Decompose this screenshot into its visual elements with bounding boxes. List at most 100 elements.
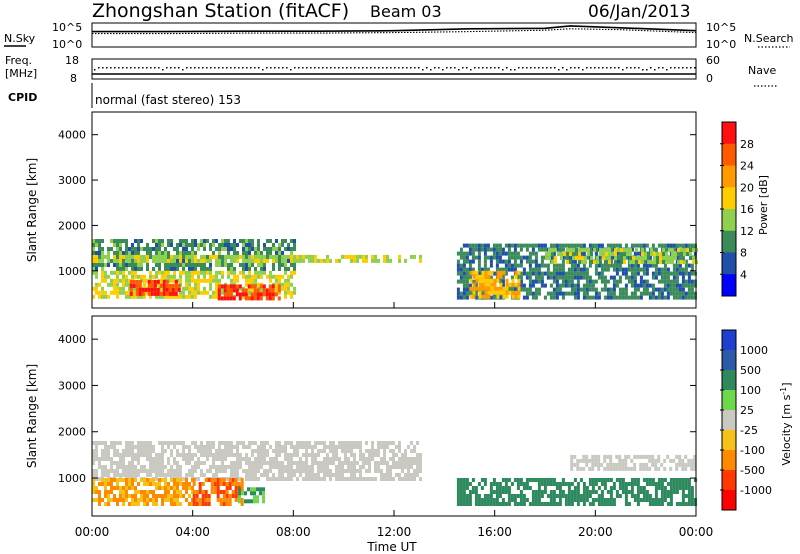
heatmap-cell: [167, 294, 170, 299]
heatmap-cell: [657, 478, 661, 482]
heatmap-cell: [122, 486, 125, 490]
heatmap-cell: [341, 473, 344, 477]
heatmap-cell: [575, 256, 578, 261]
heatmap-cell: [678, 267, 682, 272]
heatmap-cell: [229, 288, 233, 293]
heatmap-cell: [263, 449, 266, 453]
heatmap-cell: [233, 243, 236, 247]
heatmap-cell: [170, 263, 173, 267]
heatmap-cell: [579, 494, 583, 498]
heatmap-cell: [287, 278, 290, 283]
heatmap-cell: [335, 457, 338, 461]
heatmap-cell: [308, 465, 311, 469]
heatmap-cell: [149, 478, 152, 482]
heatmap-cell: [356, 258, 359, 263]
heatmap-cell: [287, 274, 290, 279]
heatmap-cell: [122, 473, 125, 477]
heatmap-cell: [621, 295, 625, 300]
heatmap-cell: [495, 502, 499, 506]
heatmap-cell: [206, 449, 209, 453]
heatmap-cell: [233, 251, 236, 255]
heatmap-cell: [465, 275, 469, 280]
heatmap-cell: [374, 465, 377, 469]
heatmap-cell: [230, 453, 233, 457]
heatmap-cell: [608, 260, 611, 265]
heatmap-cell: [233, 445, 236, 449]
heatmap-cell: [468, 490, 472, 494]
heatmap-cell: [495, 482, 499, 486]
heatmap-cell: [137, 469, 140, 473]
heatmap-cell: [217, 292, 221, 297]
heatmap-cell: [119, 473, 122, 477]
heatmap-cell: [176, 294, 179, 299]
heatmap-cell: [146, 449, 149, 453]
heatmap-cell: [201, 490, 205, 494]
heatmap-cell: [549, 275, 553, 280]
heatmap-cell: [173, 278, 176, 283]
heatmap-cell: [239, 270, 242, 275]
heatmap-cell: [554, 256, 557, 261]
heatmap-cell: [185, 243, 188, 247]
heatmap-cell: [675, 478, 679, 482]
heatmap-cell: [377, 258, 380, 263]
heatmap-cell: [147, 291, 151, 296]
heatmap-cell: [98, 290, 101, 295]
heatmap-cell: [257, 457, 260, 461]
heatmap-cell: [152, 274, 155, 279]
heatmap-cell: [131, 465, 134, 469]
heatmap-cell: [95, 251, 98, 255]
heatmap-cell: [92, 441, 95, 445]
heatmap-cell: [155, 469, 158, 473]
heatmap-cell: [576, 466, 580, 471]
heatmap-cell: [517, 270, 521, 275]
nave-dot: [218, 67, 220, 69]
heatmap-cell: [278, 461, 281, 465]
heatmap-cell: [161, 469, 164, 473]
nave-dot: [578, 67, 580, 69]
heatmap-cell: [254, 278, 257, 283]
heatmap-cell: [215, 247, 218, 251]
heatmap-cell: [116, 274, 119, 279]
heatmap-cell: [468, 291, 472, 296]
heatmap-cell: [134, 254, 137, 259]
heatmap-cell: [519, 279, 523, 284]
heatmap-cell: [344, 449, 347, 453]
heatmap-cell: [143, 498, 146, 502]
heatmap-cell: [152, 445, 155, 449]
heatmap-cell: [528, 271, 532, 276]
heatmap-cell: [224, 441, 227, 445]
heatmap-cell: [419, 461, 422, 465]
heatmap-cell: [350, 441, 353, 445]
heatmap-cell: [687, 279, 691, 284]
nave-dot: [314, 67, 316, 69]
nsky-series: [92, 25, 697, 33]
heatmap-cell: [534, 502, 538, 506]
heatmap-cell: [618, 263, 622, 268]
heatmap-cell: [293, 473, 296, 477]
heatmap-cell: [128, 502, 131, 506]
heatmap-cell: [122, 465, 125, 469]
nave-dot: [310, 67, 312, 69]
heatmap-cell: [606, 295, 610, 300]
heatmap-cell: [365, 461, 368, 465]
heatmap-cell: [540, 247, 544, 252]
heatmap-cell: [392, 449, 395, 453]
heatmap-cell: [122, 494, 125, 498]
heatmap-cell: [317, 461, 320, 465]
heatmap-cell: [516, 486, 520, 490]
heatmap-cell: [416, 473, 419, 477]
heatmap-cell: [514, 274, 518, 279]
heatmap-cell: [569, 248, 572, 253]
heatmap-cell: [137, 502, 140, 506]
nave-dot: [222, 67, 224, 69]
heatmap-cell: [299, 254, 302, 259]
heatmap-cell: [281, 263, 284, 267]
heatmap-cell: [213, 478, 217, 482]
heatmap-cell: [191, 243, 194, 247]
heatmap-cell: [645, 466, 649, 471]
heatmap-cell: [269, 278, 272, 283]
heatmap-cell: [265, 292, 269, 297]
heatmap-cell: [197, 465, 200, 469]
heatmap-cell: [143, 482, 146, 486]
heatmap-cell: [152, 478, 155, 482]
